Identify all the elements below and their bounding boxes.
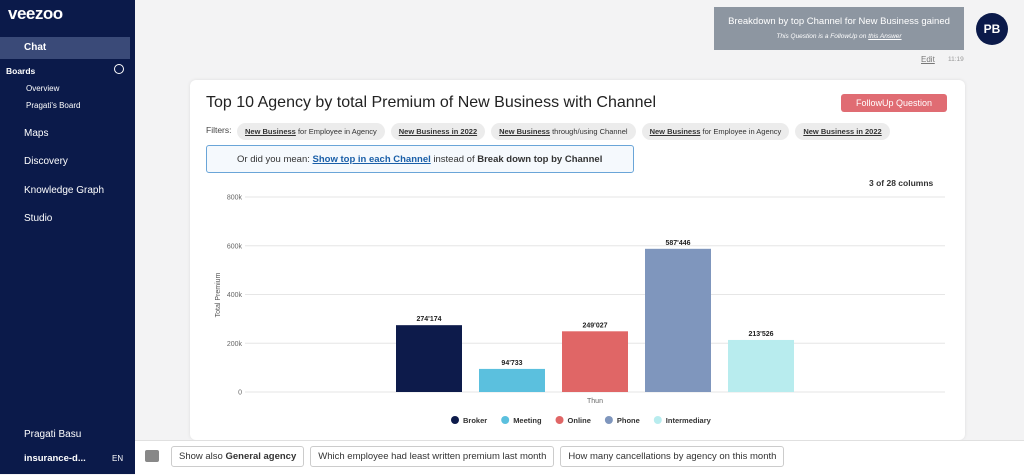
- legend-label: Broker: [463, 416, 487, 425]
- suggestion-text: Show also: [179, 451, 223, 462]
- boards-title: Boards: [6, 66, 36, 76]
- legend-marker: [604, 416, 613, 424]
- y-axis-title: Total Premium: [215, 272, 222, 317]
- board-item[interactable]: Pragati's Board: [26, 101, 81, 110]
- chat-icon: [145, 450, 159, 462]
- filter-bold: New Business in 2022: [398, 127, 478, 136]
- bar: [479, 368, 545, 392]
- bar: [728, 339, 794, 392]
- suggestion[interactable]: How many cancellations by agency on this…: [560, 446, 785, 467]
- suggestion-text: How many cancellations by agency on this…: [568, 451, 777, 462]
- value-label: 94'733: [501, 360, 522, 367]
- filter-tag[interactable]: New Business through/using Channel: [491, 123, 636, 140]
- nav-item[interactable]: Discovery: [24, 156, 68, 167]
- followup-button[interactable]: FollowUp Question: [841, 94, 947, 112]
- value-label: 587'446: [665, 240, 690, 247]
- y-tick-label: 600k: [227, 243, 243, 250]
- legend-marker: [653, 416, 662, 424]
- hint-box: Or did you mean: Show top in each Channe…: [206, 145, 634, 173]
- chart: 0 200k 400k 600k 800k Total Premium Thun 274'17…: [215, 195, 945, 425]
- filter-tag[interactable]: New Business for Employee in Agency: [641, 123, 790, 140]
- legend-label: Phone: [617, 416, 640, 425]
- bar: [562, 331, 628, 392]
- filter-tag[interactable]: New Business in 2022: [390, 123, 486, 140]
- filter-rest: for Employee in Agency: [702, 127, 782, 136]
- avatar[interactable]: PB: [976, 13, 1008, 45]
- suggestion-bold: General agency: [225, 451, 297, 462]
- y-tick-label: 0: [238, 390, 242, 397]
- nav-item[interactable]: Chat: [0, 37, 130, 59]
- value-label: 213'526: [748, 331, 773, 338]
- y-tick-label: 800k: [227, 195, 243, 202]
- bar: [396, 325, 462, 392]
- legend-label: Meeting: [513, 416, 542, 425]
- columns[interactable]: 3 of 28 columns: [869, 178, 934, 188]
- y-tick-label: 400k: [227, 292, 243, 299]
- nav-item[interactable]: Maps: [24, 128, 49, 139]
- answer-card: Top 10 Agency by total Premium of New Bu…: [190, 80, 965, 440]
- hint-bold: Break down top by Channel: [477, 154, 603, 165]
- user-name[interactable]: Pragati Basu: [24, 429, 82, 440]
- filter-bold: New Business: [649, 127, 701, 136]
- hint-middle: instead of: [433, 154, 475, 165]
- legend-label: Intermediary: [666, 416, 712, 425]
- workspace[interactable]: insurance-d...: [24, 453, 86, 464]
- legend-marker: [555, 416, 564, 424]
- legend-marker: [451, 416, 459, 424]
- edit-link[interactable]: Edit: [921, 55, 935, 64]
- logo: veezoo: [8, 4, 63, 23]
- followup-note: This Question is a FollowUp on: [776, 33, 867, 40]
- legend-marker: [501, 416, 510, 424]
- filter-bold: New Business: [499, 127, 550, 136]
- y-tick-label: 200k: [227, 341, 243, 348]
- filter-tag[interactable]: New Business in 2022: [795, 123, 890, 140]
- value-label: 274'174: [416, 316, 441, 323]
- legend-label: Online: [568, 416, 591, 425]
- board-item[interactable]: Overview: [26, 84, 60, 93]
- hint-link[interactable]: Show top in each Channel: [312, 154, 431, 165]
- filter-tag[interactable]: New Business for Employee in Agency: [237, 123, 385, 140]
- filter-rest: through/using Channel: [552, 127, 628, 136]
- suggestion-bar: Show also General agency Which employee h…: [135, 440, 1024, 475]
- value-label: 249'027: [582, 322, 607, 329]
- bar: [645, 248, 711, 392]
- filter-rest: for Employee in Agency: [297, 127, 377, 136]
- filter-bold: New Business: [245, 127, 296, 136]
- time: 11:19: [948, 56, 964, 63]
- suggestion[interactable]: Which employee had least written premium…: [310, 446, 555, 467]
- hint-prefix: Or did you mean:: [237, 154, 310, 165]
- suggestion[interactable]: Show also General agency: [171, 446, 305, 467]
- question: Breakdown by top Channel for New Busines…: [728, 16, 950, 27]
- sidebar: veezoo Boards Pragati Basu insurance-d..…: [0, 0, 135, 474]
- add-board[interactable]: [114, 64, 124, 74]
- question-bubble: Breakdown by top Channel for New Busines…: [714, 7, 964, 50]
- filters-label: Filters:: [206, 125, 232, 135]
- nav-item[interactable]: Studio: [24, 213, 53, 224]
- filter-bold: New Business in 2022: [803, 127, 882, 136]
- x-tick-label: Thun: [587, 398, 603, 405]
- suggestion-text: Which employee had least written premium…: [318, 451, 547, 462]
- followup-link[interactable]: this Answer: [868, 33, 902, 40]
- nav-item[interactable]: Knowledge Graph: [24, 185, 105, 196]
- answer-title: Top 10 Agency by total Premium of New Bu…: [206, 94, 657, 111]
- language[interactable]: EN: [112, 454, 124, 463]
